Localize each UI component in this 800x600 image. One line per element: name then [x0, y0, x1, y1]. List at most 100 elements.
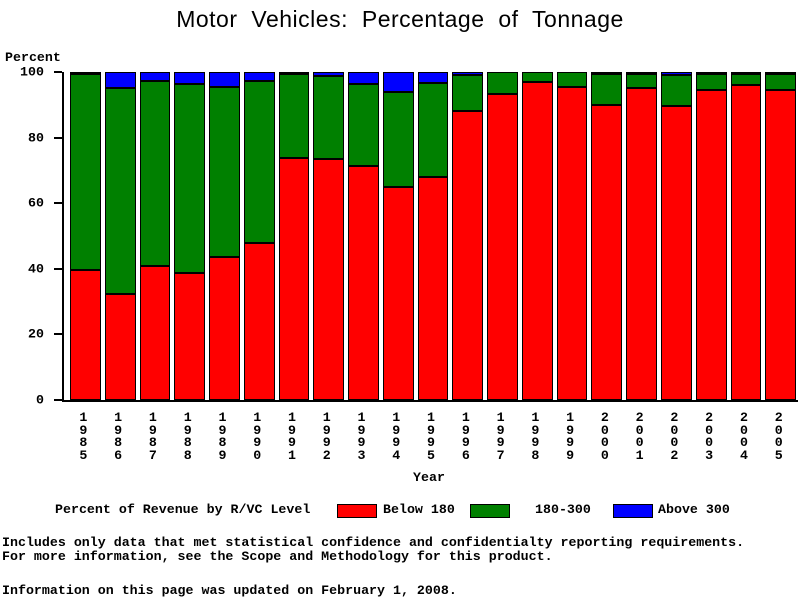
bar-segment-2003-below-180 — [695, 90, 727, 400]
y-axis-title: Percent — [5, 50, 61, 65]
bar-segment-1998-below-180 — [521, 81, 553, 400]
bar-segment-1987-above-300 — [139, 72, 171, 82]
stacked-bar-1985 — [70, 72, 101, 400]
x-tick-label-1999: 1 9 9 9 — [566, 410, 575, 463]
x-tick-label-2002: 2 0 0 2 — [670, 410, 679, 463]
bar-segment-1988-below-180 — [174, 272, 206, 400]
stacked-bar-1989 — [209, 72, 240, 400]
bar-segment-1986-180-300 — [104, 87, 136, 295]
stacked-bar-2003 — [695, 72, 727, 400]
bar-segment-1997-below-180 — [487, 94, 518, 400]
x-tick-label-1997: 1 9 9 7 — [496, 410, 505, 463]
bar-segment-1995-180-300 — [417, 83, 449, 177]
stacked-bar-2002 — [661, 72, 692, 400]
bar-segment-1990-below-180 — [243, 242, 275, 400]
bar-segment-1992-above-300 — [313, 72, 345, 77]
x-tick-label-1986: 1 9 8 6 — [114, 410, 123, 463]
bar-segment-2004-180-300 — [730, 74, 762, 86]
x-tick-label-1994: 1 9 9 4 — [392, 410, 401, 463]
stacked-bar-1993 — [348, 72, 379, 400]
legend: Percent of Revenue by R/VC Level Below 1… — [0, 500, 800, 520]
stacked-bar-1992 — [313, 72, 345, 400]
legend-label-below-180: Below 180 — [383, 502, 455, 517]
updated-note: Information on this page was updated on … — [2, 583, 457, 598]
legend-label-180-300: 180-300 — [535, 502, 591, 517]
bar-segment-1990-180-300 — [243, 80, 275, 243]
stacked-bar-1997 — [487, 72, 518, 400]
stacked-bar-2000 — [591, 72, 623, 400]
y-tick-label: 80 — [28, 130, 44, 146]
footnote-text: Includes only data that met statistical … — [2, 535, 745, 564]
bar-segment-1992-180-300 — [313, 76, 345, 160]
x-axis-title: Year — [413, 470, 445, 485]
x-tick-label-2000: 2 0 0 0 — [600, 410, 609, 463]
x-axis-tick-labels: 1 9 8 5 1 9 8 6 1 9 8 7 1 9 8 8 1 9 8 9 1 9 9… — [62, 410, 796, 463]
bar-segment-1987-below-180 — [139, 266, 171, 400]
y-tick-label: 20 — [28, 326, 44, 342]
x-tick-label-1988: 1 9 8 8 — [183, 410, 192, 463]
legend-label-above-300: Above 300 — [658, 502, 730, 517]
stacked-bar-1986 — [104, 72, 136, 400]
x-tick-label-1996: 1 9 9 6 — [461, 410, 470, 463]
y-tick-mark — [54, 267, 62, 270]
stacked-bar-1991 — [278, 72, 310, 400]
bar-segment-1990-above-300 — [243, 72, 275, 81]
bar-segment-1987-180-300 — [139, 81, 171, 267]
bar-segment-2001-below-180 — [626, 87, 658, 400]
bar-segment-2000-above-300 — [591, 72, 623, 74]
y-axis-tick-labels: 0 20 40 60 80 100 — [0, 65, 52, 408]
bar-segment-2004-above-300 — [730, 72, 762, 74]
bar-segment-1999-below-180 — [556, 87, 588, 400]
x-tick-label-1998: 1 9 9 8 — [531, 410, 540, 463]
bar-segment-1988-180-300 — [174, 84, 206, 273]
legend-swatch-below-180 — [337, 504, 377, 518]
stacked-bar-2004 — [730, 72, 762, 400]
bar-segment-1994-180-300 — [382, 92, 414, 187]
bar-segment-1991-below-180 — [278, 157, 310, 400]
bar-segment-1994-below-180 — [382, 186, 414, 400]
bar-segment-2002-below-180 — [661, 106, 692, 400]
stacked-bar-1994 — [382, 72, 414, 400]
y-tick-label: 60 — [28, 195, 44, 211]
bar-segment-2002-180-300 — [661, 75, 692, 107]
bar-segment-1999-180-300 — [556, 72, 588, 88]
bar-segment-2005-180-300 — [765, 74, 797, 90]
stacked-bar-1999 — [556, 72, 588, 400]
bar-segment-1996-below-180 — [452, 111, 484, 400]
bar-series-container — [64, 72, 798, 400]
bar-segment-1997-180-300 — [487, 72, 518, 95]
y-tick-mark — [54, 202, 62, 205]
x-tick-label-2005: 2 0 0 5 — [774, 410, 783, 463]
bar-segment-2001-180-300 — [626, 74, 658, 88]
bar-segment-2003-above-300 — [695, 72, 727, 74]
bar-segment-1995-above-300 — [417, 72, 449, 84]
stacked-bar-2001 — [626, 72, 658, 400]
bar-segment-1991-above-300 — [278, 72, 310, 74]
x-tick-label-1990: 1 9 9 0 — [253, 410, 262, 463]
stacked-bar-1990 — [243, 72, 275, 400]
x-tick-label-1985: 1 9 8 5 — [79, 410, 88, 463]
legend-swatch-180-300 — [470, 504, 510, 518]
y-tick-label: 0 — [36, 392, 44, 408]
bar-segment-1993-180-300 — [348, 84, 379, 167]
bar-segment-1996-above-300 — [452, 72, 484, 75]
bar-segment-1998-180-300 — [521, 72, 553, 82]
plot-area — [54, 71, 798, 402]
bar-segment-1992-below-180 — [313, 159, 345, 400]
y-tick-mark — [54, 399, 62, 401]
stacked-bar-1988 — [174, 72, 206, 400]
bar-segment-1995-below-180 — [417, 176, 449, 400]
x-tick-label-1993: 1 9 9 3 — [357, 410, 366, 463]
bar-segment-1988-above-300 — [174, 72, 206, 85]
x-tick-label-2003: 2 0 0 3 — [705, 410, 714, 463]
bar-segment-1994-above-300 — [382, 72, 414, 93]
stacked-bar-1996 — [452, 72, 484, 400]
y-tick-mark — [54, 136, 62, 139]
bar-segment-2000-180-300 — [591, 74, 623, 106]
stacked-bar-1995 — [417, 72, 449, 400]
x-tick-label-2004: 2 0 0 4 — [739, 410, 748, 463]
x-tick-label-1992: 1 9 9 2 — [322, 410, 331, 463]
bar-segment-1989-above-300 — [209, 72, 240, 87]
bar-segment-1993-above-300 — [348, 72, 379, 85]
